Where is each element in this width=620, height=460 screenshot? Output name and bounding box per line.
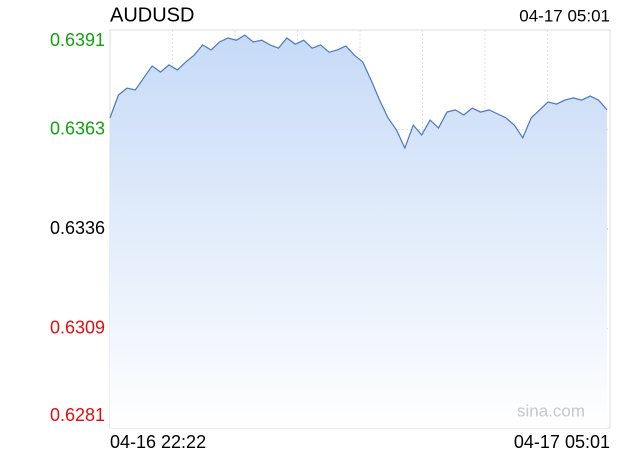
y-tick-label: 0.6391	[50, 30, 105, 50]
chart-title: AUDUSD	[110, 4, 194, 26]
y-tick-label: 0.6336	[50, 218, 105, 238]
watermark: sina.com	[517, 401, 585, 420]
area	[110, 35, 607, 428]
y-tick-label: 0.6309	[50, 317, 105, 337]
x-tick-label: 04-17 05:01	[514, 432, 610, 452]
timestamp: 04-17 05:01	[519, 6, 610, 25]
x-tick-label: 04-16 22:22	[110, 432, 206, 452]
y-tick-label: 0.6363	[50, 118, 105, 138]
price-line	[109, 34, 608, 150]
y-tick-label: 0.6281	[50, 405, 105, 425]
